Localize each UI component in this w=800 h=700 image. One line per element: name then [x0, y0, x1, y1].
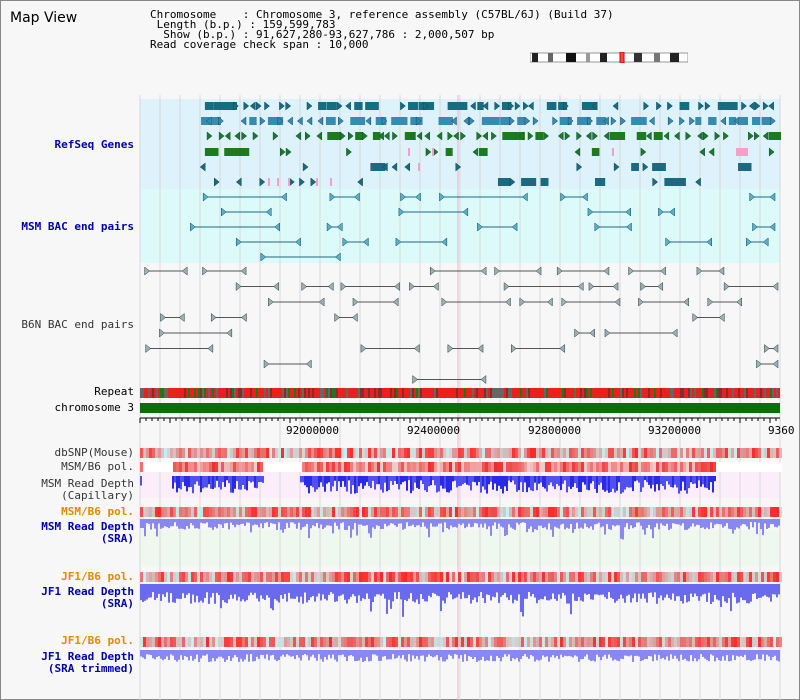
jf1-read-depth-trimmed-label[interactable]: JF1 Read Depth (SRA trimmed)	[41, 650, 134, 675]
msm-b6-pol-label[interactable]: MSM/B6 pol.	[61, 460, 134, 473]
chromosome-ideogram[interactable]	[530, 52, 688, 63]
msm-b6-pol-sra-label[interactable]: MSM/B6 pol.	[61, 505, 134, 518]
chromosome-key: Chromosome	[150, 8, 217, 21]
chromosome-bar	[140, 403, 780, 413]
dbsnp-label[interactable]: dbSNP(Mouse)	[54, 446, 134, 459]
coverage-span: Read coverage check span : 10,000	[150, 38, 369, 51]
chromosome-info: Chromosome : Chromosome 3, reference ass…	[150, 8, 614, 51]
axis-tick-label: 9360	[768, 424, 795, 437]
axis-tick-label: 92400000	[407, 424, 460, 437]
jf1-read-depth-sra-label[interactable]: JF1 Read Depth (SRA)	[41, 585, 134, 610]
chromosome-label: chromosome 3	[54, 401, 134, 414]
msm-bac-end-pairs-label[interactable]: MSM BAC end pairs	[21, 220, 134, 233]
jf1-b6-pol-label[interactable]: JF1/B6 pol.	[61, 570, 134, 583]
chromosome-value: : Chromosome 3, reference assembly (C57B…	[242, 8, 614, 21]
show-key: Show (b.p.)	[163, 28, 237, 41]
page-title: Map View	[10, 10, 78, 26]
axis-tick-label: 92000000	[286, 424, 339, 437]
repeat-label: Repeat	[94, 385, 134, 398]
axis-tick-label: 93200000	[648, 424, 701, 437]
jf1-b6-pol-trim-label[interactable]: JF1/B6 pol.	[61, 634, 134, 647]
length-value: : 159,599,783	[249, 18, 336, 31]
msm-read-depth-sra-label[interactable]: MSM Read Depth (SRA)	[41, 520, 134, 545]
show-value: : 91,627,280-93,627,786 : 2,000,507 bp	[242, 28, 495, 41]
b6n-bac-end-pairs-label[interactable]: B6N BAC end pairs	[21, 318, 134, 331]
msm-read-depth-capillary-label[interactable]: MSM Read Depth (Capillary)	[41, 477, 134, 502]
refseq-genes-label[interactable]: RefSeq Genes	[54, 138, 134, 151]
axis-tick-label: 92800000	[528, 424, 581, 437]
length-key: Length (b.p.)	[156, 18, 243, 31]
